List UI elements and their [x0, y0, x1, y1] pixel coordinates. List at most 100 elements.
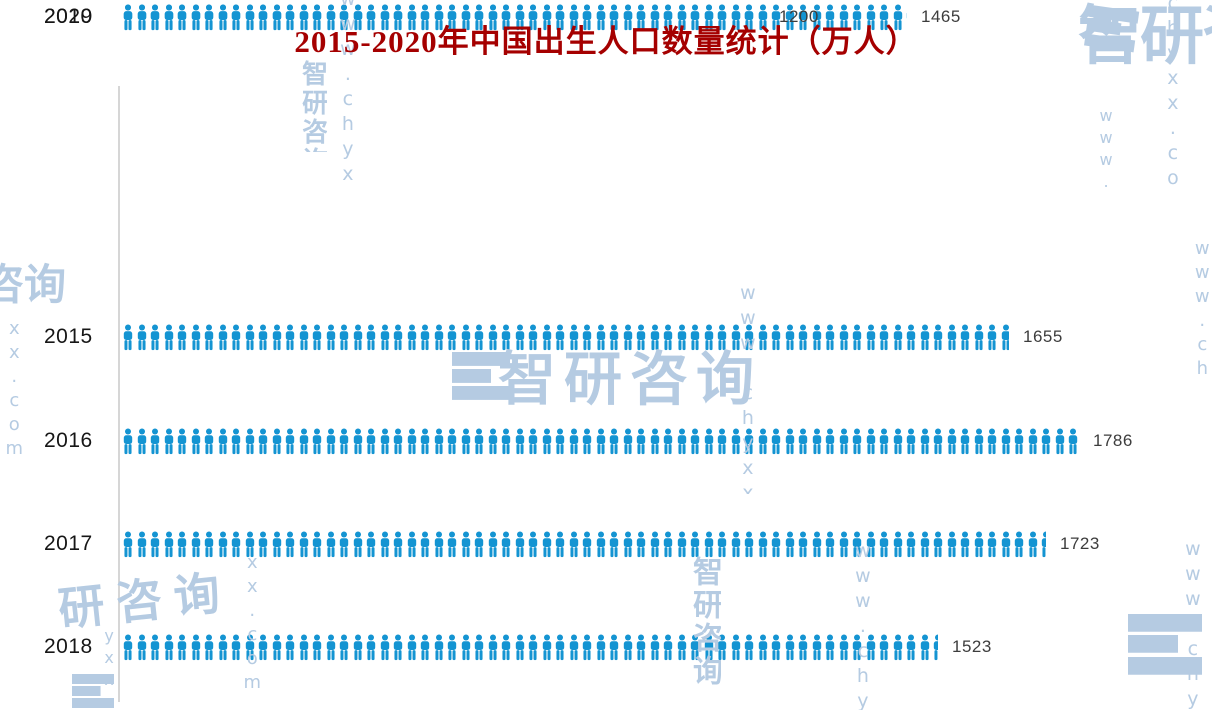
- person-icon: [865, 529, 877, 560]
- person-icon: [392, 426, 404, 457]
- person-icon: [433, 322, 445, 353]
- person-icon: [352, 322, 364, 353]
- person-icon: [662, 632, 674, 663]
- person-icon: [230, 632, 242, 663]
- person-icon: [1067, 426, 1079, 457]
- person-icon: [500, 322, 512, 353]
- person-icon: [527, 529, 539, 560]
- person-icon: [865, 426, 877, 457]
- person-icon: [986, 426, 998, 457]
- person-icon: [865, 322, 877, 353]
- person-icon: [176, 322, 188, 353]
- person-icon: [217, 322, 229, 353]
- brand-logo-icon: [452, 352, 510, 410]
- person-icon: [284, 426, 296, 457]
- person-icon: [919, 322, 931, 353]
- person-icon: [797, 632, 809, 663]
- person-icon: [689, 426, 701, 457]
- person-icon: [1040, 426, 1052, 457]
- person-icon: [203, 426, 215, 457]
- person-icon: [716, 426, 728, 457]
- bar-row: 2019 1465: [40, 0, 1212, 34]
- person-icon: [649, 426, 661, 457]
- person-icon: [635, 426, 647, 457]
- person-icon: [554, 632, 566, 663]
- person-icon: [446, 529, 458, 560]
- person-icon: [608, 426, 620, 457]
- person-icon: [311, 322, 323, 353]
- person-icon: [500, 426, 512, 457]
- person-icon: [730, 322, 742, 353]
- person-icon: [122, 322, 134, 353]
- person-icon: [581, 529, 593, 560]
- person-icon: [581, 426, 593, 457]
- person-icon: [892, 322, 904, 353]
- person-icon: [163, 529, 175, 560]
- person-icon: [298, 632, 310, 663]
- person-icon: [743, 529, 755, 560]
- person-icon: [500, 529, 512, 560]
- person-icon: [622, 529, 634, 560]
- person-icon: [878, 529, 890, 560]
- person-icon: [541, 322, 553, 353]
- year-label: 2015: [44, 325, 93, 348]
- person-icon: [190, 529, 202, 560]
- person-icon: [581, 632, 593, 663]
- person-icon: [824, 632, 836, 663]
- person-icon: [946, 322, 958, 353]
- person-icon: [770, 322, 782, 353]
- person-icon: [500, 632, 512, 663]
- person-icon: [433, 529, 445, 560]
- person-icon: [959, 426, 971, 457]
- person-icon: [716, 322, 728, 353]
- person-icon: [217, 529, 229, 560]
- brand-logo-icon: [72, 674, 114, 710]
- person-icon: [433, 426, 445, 457]
- person-icon: [149, 426, 161, 457]
- person-icon: [743, 322, 755, 353]
- person-icon: [460, 529, 472, 560]
- person-icon: [325, 426, 337, 457]
- person-icon: [473, 322, 485, 353]
- person-icon: [649, 529, 661, 560]
- watermark-url-text: xx.com: [242, 552, 262, 692]
- person-icon: [244, 322, 256, 353]
- person-icon: [257, 632, 269, 663]
- person-icon: [635, 529, 647, 560]
- person-icon: [365, 529, 377, 560]
- person-icon: [1027, 529, 1039, 560]
- person-icon: [379, 529, 391, 560]
- person-icon: [838, 426, 850, 457]
- person-icon: [514, 529, 526, 560]
- person-icon: [932, 426, 944, 457]
- value-label: 1655: [1023, 327, 1063, 346]
- person-icon: [581, 322, 593, 353]
- person-icon: [905, 322, 917, 353]
- person-icon: [905, 632, 917, 663]
- person-icon: [1000, 529, 1012, 560]
- year-label: 2017: [44, 532, 93, 555]
- person-icon: [608, 529, 620, 560]
- person-icon: [284, 632, 296, 663]
- pictogram-bar: [122, 425, 1079, 457]
- person-icon: [136, 632, 148, 663]
- person-icon: [244, 426, 256, 457]
- watermark-brand-text: 智研咨询: [298, 60, 327, 152]
- year-label: 2019: [44, 5, 93, 28]
- person-icon: [487, 322, 499, 353]
- person-icon: [325, 322, 337, 353]
- person-icon: [595, 426, 607, 457]
- person-icon: [757, 426, 769, 457]
- watermark-brand-text: 研咨询: [56, 564, 235, 635]
- person-icon: [163, 426, 175, 457]
- person-icon: [892, 529, 904, 560]
- person-icon: [1000, 426, 1012, 457]
- person-icon: [1013, 426, 1025, 457]
- person-icon: [1013, 529, 1025, 560]
- person-icon: [905, 529, 917, 560]
- person-icon: [149, 632, 161, 663]
- person-icon: [811, 529, 823, 560]
- person-icon: [608, 632, 620, 663]
- person-icon: [271, 632, 283, 663]
- person-icon: [797, 426, 809, 457]
